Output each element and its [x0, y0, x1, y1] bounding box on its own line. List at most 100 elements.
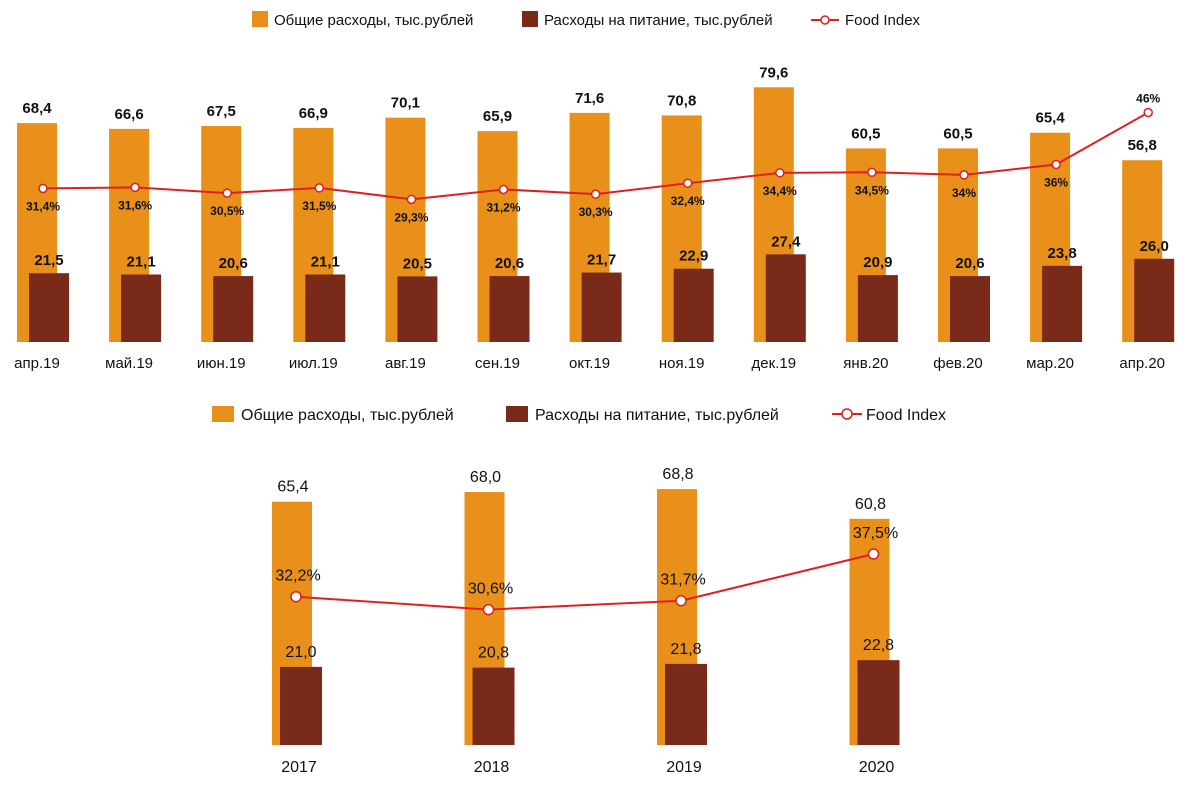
food-index-point	[38, 183, 48, 194]
food-value-label: 23,8	[1047, 245, 1076, 262]
food-index-point	[130, 182, 140, 193]
food-index-label: 31,4%	[26, 199, 60, 213]
food-value-label: 20,9	[863, 254, 892, 271]
x-tick-label: ноя.19	[659, 355, 705, 372]
total-value-label: 65,4	[277, 479, 308, 496]
food-index-point	[406, 194, 417, 205]
total-value-label: 56,8	[1128, 137, 1157, 154]
food-index-label: 36%	[1044, 176, 1068, 190]
food-index-point	[222, 188, 232, 198]
x-tick-label: апр.20	[1119, 355, 1165, 372]
legend-total-label: Общие расходы, тыс.рублей	[241, 407, 454, 424]
food-bar	[673, 268, 714, 342]
x-tick-label: 2017	[281, 759, 317, 776]
food-bar	[489, 276, 530, 342]
x-tick-label: мар.20	[1026, 355, 1074, 372]
food-index-point	[867, 548, 880, 560]
legend-top: Общие расходы, тыс.рублей Расходы на пит…	[252, 11, 921, 29]
total-value-label: 60,5	[943, 125, 972, 142]
food-index-point	[775, 168, 785, 178]
food-bar	[857, 275, 898, 342]
legend-index-label: Food Index	[845, 12, 921, 29]
food-value-label: 21,7	[587, 252, 616, 269]
legend-index-marker	[841, 408, 853, 420]
food-index-label: 30,5%	[210, 204, 244, 218]
food-index-label: 46%	[1136, 92, 1160, 106]
food-index-label: 34,5%	[855, 183, 889, 197]
food-index-point	[959, 170, 969, 180]
food-value-label: 22,8	[863, 637, 894, 654]
food-value-label: 21,1	[126, 253, 155, 270]
food-index-label: 30,3%	[579, 205, 613, 219]
legend-food-swatch	[522, 11, 538, 27]
food-value-label: 20,6	[219, 255, 248, 272]
food-index-label: 34%	[952, 186, 976, 200]
total-value-label: 68,8	[662, 466, 693, 483]
monthly-chart: 68,4 21,5 апр.19 66,6 21,1 май.19 67,5 20,6 июн.…	[14, 64, 1175, 372]
total-value-label: 65,9	[483, 108, 512, 125]
food-index-label: 29,3%	[394, 210, 428, 224]
yearly-chart: 65,4 21,0 2017 68,0 20,8 2018 68,8 21,8 2019 60,8…	[272, 466, 900, 776]
food-index-label: 31,7%	[660, 572, 705, 589]
total-value-label: 60,5	[851, 125, 880, 142]
food-index-line	[295, 553, 874, 611]
food-index-label: 30,6%	[468, 581, 513, 598]
food-index-label: 32,4%	[671, 194, 705, 208]
total-value-label: 79,6	[759, 64, 788, 81]
legend-index-label: Food Index	[866, 407, 946, 424]
food-bar	[213, 276, 254, 342]
food-value-label: 20,6	[495, 255, 524, 272]
x-tick-label: 2019	[666, 759, 702, 776]
food-index-point	[498, 184, 509, 195]
food-value-label: 26,0	[1140, 238, 1169, 255]
food-index-point	[1051, 159, 1061, 170]
food-index-point	[482, 603, 495, 616]
food-value-label: 20,6	[955, 255, 984, 272]
food-bar	[950, 276, 990, 342]
food-index-point	[590, 189, 601, 199]
total-value-label: 66,6	[114, 106, 143, 123]
x-tick-label: 2018	[474, 759, 510, 776]
total-value-label: 71,6	[575, 90, 604, 107]
legend-food-label: Расходы на питание, тыс.рублей	[544, 12, 773, 29]
food-value-label: 20,8	[478, 645, 509, 662]
food-index-label: 32,2%	[275, 568, 320, 585]
x-tick-label: окт.19	[569, 355, 610, 372]
food-index-point	[675, 594, 687, 607]
food-bar	[397, 276, 438, 342]
food-bar	[857, 660, 900, 745]
food-bar	[665, 663, 707, 745]
x-tick-label: июл.19	[289, 355, 338, 372]
x-tick-label: июн.19	[197, 355, 246, 372]
total-value-label: 68,4	[22, 100, 52, 117]
total-value-label: 66,9	[299, 105, 328, 122]
x-tick-label: апр.19	[14, 355, 60, 372]
food-index-point	[867, 167, 877, 178]
legend-index-marker	[820, 15, 830, 25]
food-bar	[765, 254, 806, 342]
food-value-label: 21,0	[285, 644, 316, 661]
total-value-label: 65,4	[1035, 110, 1065, 127]
total-value-label: 70,8	[667, 92, 696, 109]
legend-total-swatch	[252, 11, 268, 27]
food-index-label: 31,6%	[118, 198, 152, 212]
total-value-label: 60,8	[855, 496, 886, 513]
legend-total-label: Общие расходы, тыс.рублей	[274, 12, 473, 29]
food-index-point	[1143, 107, 1153, 118]
x-tick-label: дек.19	[752, 355, 797, 372]
x-tick-label: авг.19	[385, 355, 426, 372]
food-value-label: 21,8	[670, 641, 701, 658]
food-bar	[29, 273, 69, 342]
food-value-label: 22,9	[679, 248, 708, 265]
food-bar	[1042, 265, 1083, 342]
food-bar	[121, 274, 162, 342]
legend-food-label: Расходы на питание, тыс.рублей	[535, 407, 779, 424]
food-value-label: 21,5	[34, 252, 63, 269]
food-index-label: 31,2%	[486, 200, 520, 214]
food-bar	[581, 272, 622, 342]
food-index-label: 31,5%	[302, 199, 336, 213]
food-bar	[305, 274, 346, 342]
x-tick-label: 2020	[859, 759, 895, 776]
